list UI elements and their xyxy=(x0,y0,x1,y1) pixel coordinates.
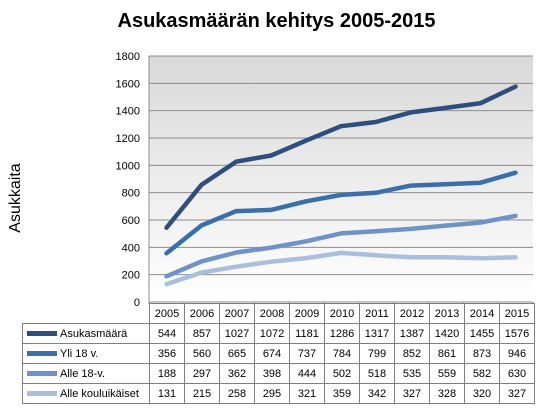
legend-key xyxy=(27,391,57,397)
y-tick-label: 1800 xyxy=(116,51,140,63)
y-tick-label: 0 xyxy=(134,297,140,309)
grid-lines xyxy=(148,55,534,304)
x-category-label: 2014 xyxy=(464,303,500,324)
series-name: Yli 18 v. xyxy=(60,347,99,360)
data-value: 1576 xyxy=(499,323,535,344)
y-tick-label: 200 xyxy=(122,270,140,282)
y-tick-label: 1400 xyxy=(116,106,140,118)
data-value: 328 xyxy=(429,383,465,404)
data-value: 1181 xyxy=(289,323,325,344)
series-line xyxy=(164,170,518,256)
x-category-label: 2015 xyxy=(499,303,535,324)
data-value: 799 xyxy=(359,343,395,364)
data-value: 560 xyxy=(184,343,220,364)
data-value: 321 xyxy=(289,383,325,404)
series-line xyxy=(164,84,518,230)
data-value: 444 xyxy=(289,363,325,384)
data-value: 674 xyxy=(254,343,290,364)
chart-title: Asukasmäärän kehitys 2005-2015 xyxy=(117,10,436,32)
x-category-label: 2010 xyxy=(324,303,360,324)
data-value: 398 xyxy=(254,363,290,384)
series-line xyxy=(164,213,518,279)
data-value: 1420 xyxy=(429,323,465,344)
data-table: 2005 2006 2007 2008 2009 2010 2011 2012 2013 2014… xyxy=(22,303,535,404)
data-value: 327 xyxy=(394,383,430,404)
data-value: 1455 xyxy=(464,323,500,344)
data-value: 582 xyxy=(464,363,500,384)
data-table-row: Alle kouluikäiset 131 215 258 295 321 359 342 32… xyxy=(22,383,535,404)
data-value: 502 xyxy=(324,363,360,384)
x-category-label: 2005 xyxy=(149,303,185,324)
data-table-row: Asukasmäärä 544 857 1027 1072 1181 1286 1317 138… xyxy=(22,323,535,344)
data-value: 295 xyxy=(254,383,290,404)
x-category-label: 2009 xyxy=(289,303,325,324)
data-value: 362 xyxy=(219,363,255,384)
y-tick-label: 1000 xyxy=(116,160,140,172)
data-value: 188 xyxy=(149,363,185,384)
series-label: Alle 18-v. xyxy=(22,363,150,384)
series-label: Asukasmäärä xyxy=(22,323,150,344)
data-table-header-row: 2005 2006 2007 2008 2009 2010 2011 2012 2013 2014… xyxy=(23,303,535,324)
y-tick-label: 1200 xyxy=(116,133,140,145)
series-name: Alle 18-v. xyxy=(60,367,106,380)
series-name: Asukasmäärä xyxy=(60,327,128,340)
data-value: 215 xyxy=(184,383,220,404)
y-tick-label: 600 xyxy=(122,215,140,227)
data-table-corner xyxy=(23,304,150,324)
y-tick-label: 400 xyxy=(122,242,140,254)
y-tick-labels: 0 200 400 600 800 1000 1200 1400 1600 1800 xyxy=(116,51,140,309)
data-value: 544 xyxy=(149,323,185,344)
y-tick-label: 800 xyxy=(122,188,140,200)
data-value: 559 xyxy=(429,363,465,384)
data-value: 359 xyxy=(324,383,360,404)
data-value: 518 xyxy=(359,363,395,384)
data-value: 297 xyxy=(184,363,220,384)
x-category-label: 2008 xyxy=(254,303,290,324)
x-category-label: 2007 xyxy=(219,303,255,324)
data-value: 320 xyxy=(464,383,500,404)
data-value: 630 xyxy=(499,363,535,384)
data-value: 1027 xyxy=(219,323,255,344)
data-value: 258 xyxy=(219,383,255,404)
data-value: 131 xyxy=(149,383,185,404)
series-name: Alle kouluikäiset xyxy=(60,387,139,400)
legend-key xyxy=(27,371,57,377)
data-value: 857 xyxy=(184,323,220,344)
data-value: 1317 xyxy=(359,323,395,344)
data-value: 946 xyxy=(499,343,535,364)
data-value: 1286 xyxy=(324,323,360,344)
data-value: 665 xyxy=(219,343,255,364)
data-table-row: Yli 18 v. 356 560 665 674 737 784 799 852 861 873 9… xyxy=(22,343,535,364)
legend-key xyxy=(27,331,57,337)
data-value: 852 xyxy=(394,343,430,364)
x-category-label: 2013 xyxy=(429,303,465,324)
data-value: 1387 xyxy=(394,323,430,344)
x-category-label: 2011 xyxy=(359,303,395,324)
series-lines xyxy=(164,84,518,287)
x-category-label: 2012 xyxy=(394,303,430,324)
series-label: Alle kouluikäiset xyxy=(22,383,150,404)
x-category-label: 2006 xyxy=(184,303,220,324)
data-value: 737 xyxy=(289,343,325,364)
data-value: 535 xyxy=(394,363,430,384)
data-value: 356 xyxy=(149,343,185,364)
data-value: 873 xyxy=(464,343,500,364)
series-label: Yli 18 v. xyxy=(22,343,150,364)
series-line xyxy=(164,250,518,287)
data-value: 784 xyxy=(324,343,360,364)
y-tick-label: 1600 xyxy=(116,78,140,90)
data-value: 1072 xyxy=(254,323,290,344)
data-table-row: Alle 18-v. 188 297 362 398 444 502 518 535 559 582… xyxy=(22,363,535,384)
data-value: 861 xyxy=(429,343,465,364)
data-value: 342 xyxy=(359,383,395,404)
legend-key xyxy=(27,351,57,357)
data-value: 327 xyxy=(499,383,535,404)
